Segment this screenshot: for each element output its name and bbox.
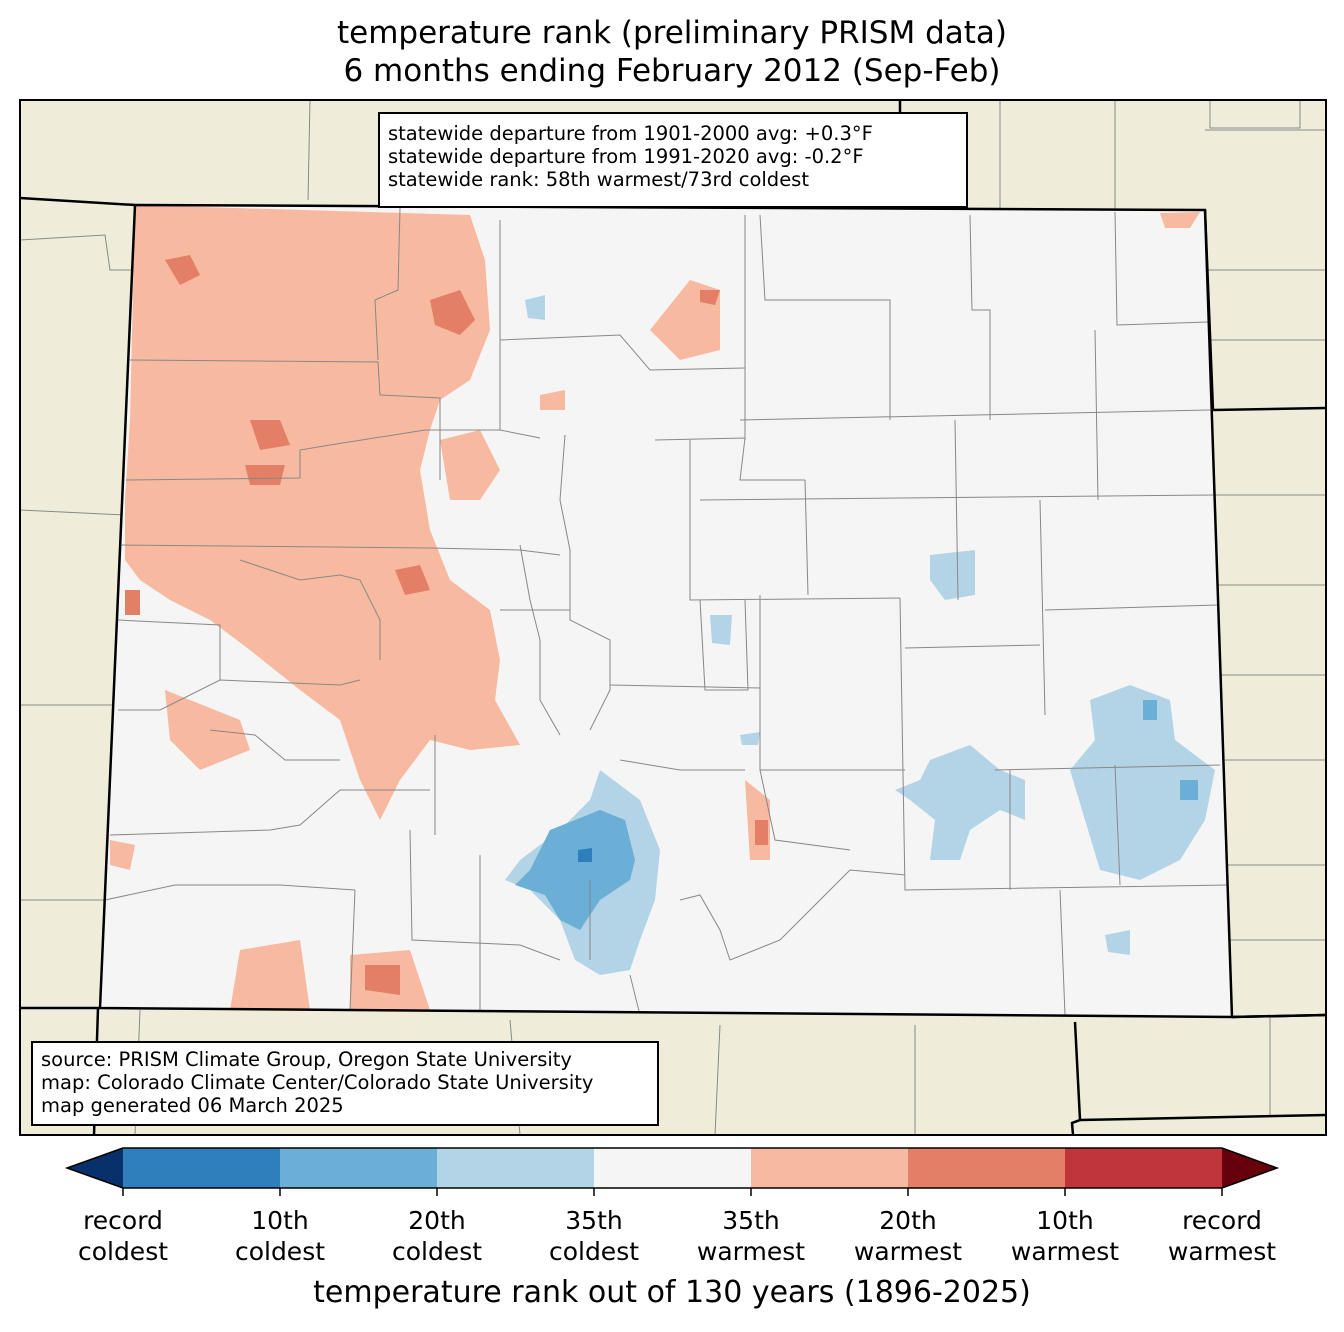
statewide-stats-box: statewide departure from 1901-2000 avg: … [378,112,968,208]
warm-20th-10th-areas [125,255,768,995]
colorbar-tick-label: 20th coldest [347,1205,527,1267]
source-line-3: map generated 06 March 2025 [41,1094,344,1117]
tick-label-line-2: coldest [234,1237,326,1266]
tick-label-line-1: record [83,1206,163,1235]
tick-label-line-1: 20th [408,1206,466,1235]
tick-label-line-2: coldest [548,1237,640,1266]
stats-line-3: statewide rank: 58th warmest/73rd coldes… [388,168,809,191]
colorbar-label: temperature rank out of 130 years (1896-… [313,1275,1031,1310]
colorbar-tick-label: 10th warmest [975,1205,1155,1267]
tick-label-line-2: warmest [1010,1237,1120,1266]
neighbor-county-lines [20,100,1326,1135]
colorbar-tick-label: 35th warmest [661,1205,841,1267]
tick-label-line-2: coldest [77,1237,169,1266]
cool-10th-20th-areas [515,700,1198,930]
tick-label-line-2: warmest [696,1237,806,1266]
colorbar-tick-label: 10th coldest [190,1205,370,1267]
map-title-line-1: temperature rank (preliminary PRISM data… [336,15,1007,51]
map-title-line-2: 6 months ending February 2012 (Sep-Feb) [343,53,1001,89]
county-lines [104,207,1231,1016]
tick-label-line-2: coldest [391,1237,483,1266]
tick-label-line-1: 35th [722,1206,780,1235]
source-line-2: map: Colorado Climate Center/Colorado St… [41,1071,594,1094]
source-box: source: PRISM Climate Group, Oregon Stat… [31,1041,659,1126]
colorbar-tick-label: 20th warmest [818,1205,998,1267]
tick-label-line-1: 10th [251,1206,309,1235]
colorado-border [98,203,1234,1019]
colorbar-tick-label: record warmest [1132,1205,1312,1267]
tick-label-line-1: 35th [565,1206,623,1235]
tick-label-line-1: 20th [879,1206,937,1235]
stats-line-1: statewide departure from 1901-2000 avg: … [388,122,873,145]
warm-35th-20th-areas [110,205,1200,1010]
stats-line-2: statewide departure from 1991-2020 avg: … [388,145,864,168]
source-line-1: source: PRISM Climate Group, Oregon Stat… [41,1048,572,1071]
colorbar-tick-label: record coldest [33,1205,213,1267]
colorbar-tick-label: 35th coldest [504,1205,684,1267]
tick-label-line-1: 10th [1036,1206,1094,1235]
tick-label-line-2: warmest [853,1237,963,1266]
tick-label-line-1: record [1182,1206,1262,1235]
tick-label-line-2: warmest [1167,1237,1277,1266]
cool-record-10th-areas [578,848,592,862]
map-frame [19,99,1327,1136]
